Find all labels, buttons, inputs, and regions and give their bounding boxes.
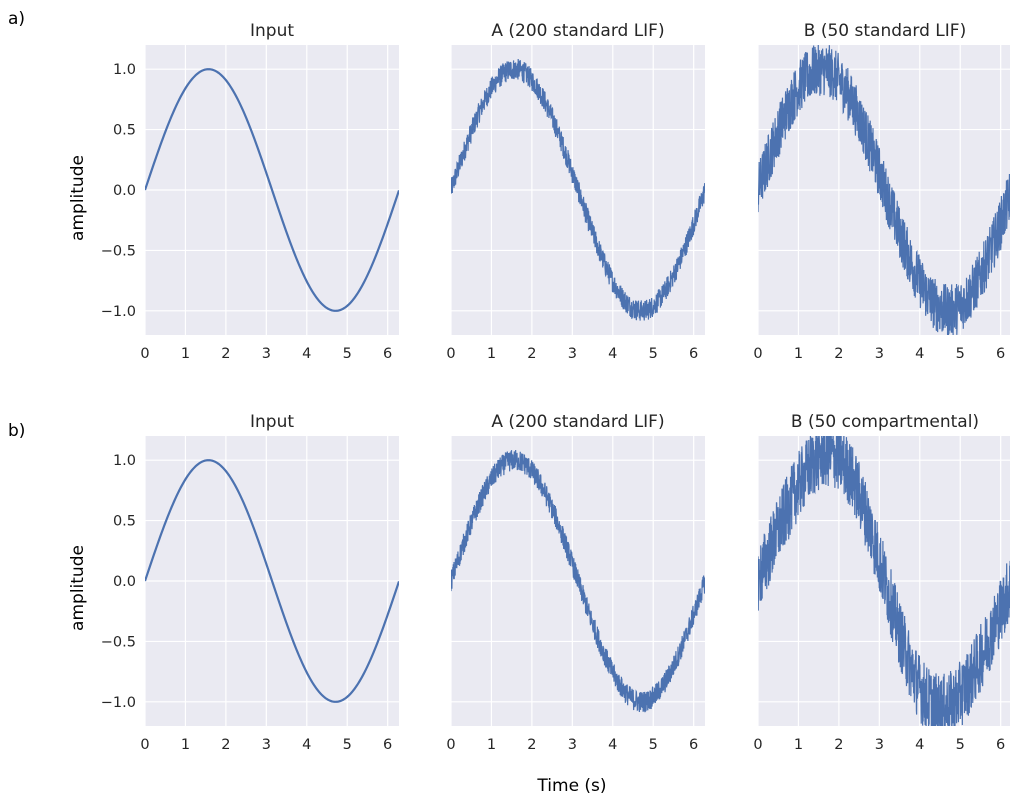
- subplot-title: B (50 standard LIF): [804, 21, 966, 41]
- series-line: [145, 459, 399, 703]
- x-tick-label: 3: [262, 346, 271, 362]
- x-tick-label: 5: [956, 737, 965, 753]
- x-tick-label: 6: [383, 346, 392, 362]
- y-tick-label: −1.0: [101, 695, 136, 711]
- y-tick-label: 1.0: [113, 453, 136, 469]
- subplot-b-1: Input 0 1 2 3 4 5 6 1.0 0.5 0.0 −0.5 −1.0: [101, 412, 399, 753]
- xlabel: Time (s): [536, 776, 606, 796]
- x-tick-label: 4: [915, 737, 924, 753]
- x-tick-label: 5: [649, 346, 658, 362]
- subplot-title: A (200 standard LIF): [491, 21, 664, 41]
- x-tick-label: 6: [689, 737, 698, 753]
- x-tick-label: 6: [996, 737, 1005, 753]
- x-tick-label: 5: [956, 346, 965, 362]
- x-tick-label: 3: [875, 737, 884, 753]
- x-tick-label: 0: [446, 737, 455, 753]
- x-tick-label: 4: [608, 737, 617, 753]
- x-tick-label: 0: [753, 346, 762, 362]
- subplot-a-3: B (50 standard LIF) 0 1 2 3 4 5 6: [753, 21, 1010, 362]
- y-tick-label: −0.5: [101, 243, 136, 259]
- subplot-a-1: Input 0 1 2 3 4 5 6 1.0 0.5 0.0 −0.5 −1.0: [101, 21, 399, 362]
- x-tick-label: 1: [181, 346, 190, 362]
- series-line: [145, 68, 399, 312]
- x-tick-label: 2: [834, 346, 843, 362]
- subplot-title: B (50 compartmental): [791, 412, 979, 432]
- x-tick-label: 1: [487, 737, 496, 753]
- row-b-ylabel: amplitude: [68, 545, 88, 631]
- x-tick-label: 1: [794, 737, 803, 753]
- y-tick-label: 0.0: [113, 574, 136, 590]
- y-tick-label: 1.0: [113, 62, 136, 78]
- x-tick-label: 4: [302, 737, 311, 753]
- x-tick-label: 4: [915, 346, 924, 362]
- subplot-title: A (200 standard LIF): [491, 412, 664, 432]
- x-tick-label: 2: [834, 737, 843, 753]
- x-tick-label: 2: [221, 346, 230, 362]
- x-tick-label: 4: [608, 346, 617, 362]
- x-tick-label: 6: [383, 737, 392, 753]
- x-tick-label: 6: [996, 346, 1005, 362]
- row-a-tag: a): [8, 9, 25, 29]
- series-line: [758, 436, 1010, 726]
- subplot-title: Input: [250, 412, 294, 432]
- x-tick-label: 2: [527, 737, 536, 753]
- y-tick-label: −1.0: [101, 304, 136, 320]
- x-tick-label: 0: [753, 737, 762, 753]
- x-tick-label: 4: [302, 346, 311, 362]
- series-line: [451, 58, 705, 321]
- x-tick-label: 0: [140, 346, 149, 362]
- x-tick-label: 6: [689, 346, 698, 362]
- series-line: [451, 449, 705, 713]
- y-tick-label: 0.5: [113, 123, 136, 139]
- x-tick-label: 1: [181, 737, 190, 753]
- y-tick-label: −0.5: [101, 634, 136, 650]
- x-tick-label: 5: [649, 737, 658, 753]
- x-tick-label: 2: [527, 346, 536, 362]
- row-a-ylabel: amplitude: [68, 155, 88, 241]
- y-tick-label: 0.0: [113, 183, 136, 199]
- x-tick-label: 3: [568, 346, 577, 362]
- x-tick-label: 3: [568, 737, 577, 753]
- x-tick-label: 5: [343, 737, 352, 753]
- x-tick-label: 1: [794, 346, 803, 362]
- subplot-title: Input: [250, 21, 294, 41]
- row-b-tag: b): [8, 421, 25, 441]
- x-tick-label: 5: [343, 346, 352, 362]
- x-tick-label: 0: [140, 737, 149, 753]
- x-tick-label: 3: [262, 737, 271, 753]
- subplot-b-2: A (200 standard LIF) 0 1 2 3 4 5 6: [446, 412, 705, 753]
- subplot-b-3: B (50 compartmental) 0 1 2 3 4 5 6: [753, 412, 1010, 753]
- series-line: [758, 45, 1010, 335]
- x-tick-label: 2: [221, 737, 230, 753]
- subplot-grid: Input 0 1 2 3 4 5 6 1.0 0.5 0.0 −0.5 −1.0 A (200 stan…: [101, 21, 1010, 753]
- subplot-a-2: A (200 standard LIF) 0 1 2 3 4 5 6: [446, 21, 705, 362]
- x-tick-label: 3: [875, 346, 884, 362]
- x-tick-label: 1: [487, 346, 496, 362]
- x-tick-label: 0: [446, 346, 455, 362]
- y-tick-label: 0.5: [113, 514, 136, 530]
